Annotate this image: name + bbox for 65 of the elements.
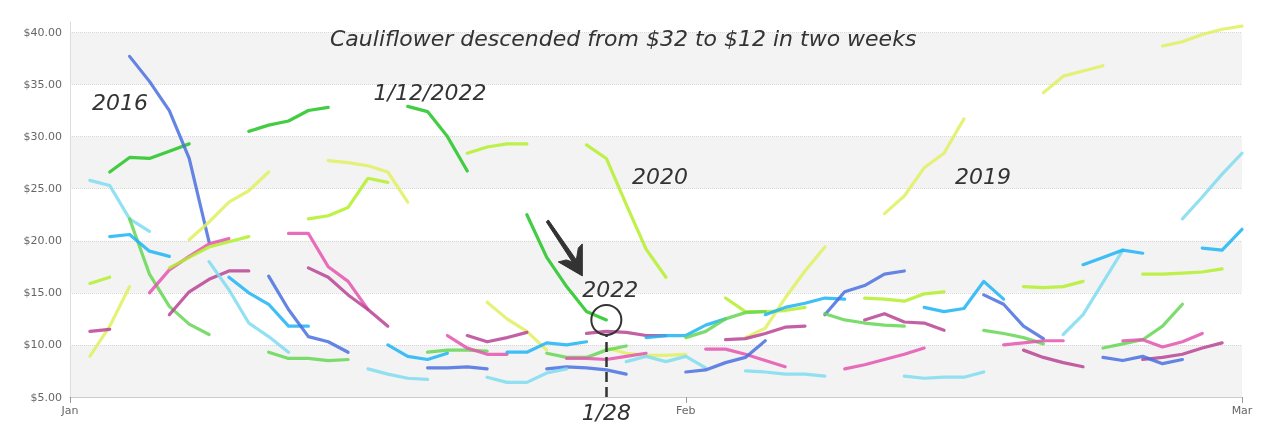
line-series [1160,24,1244,48]
line-series [862,312,946,332]
line-series [505,340,589,354]
line-series [187,170,271,242]
line-series [1061,248,1125,337]
x-tick-label: Feb [676,404,696,417]
line-series [823,269,906,317]
line-series [922,279,1006,314]
line-series [1121,331,1204,349]
y-tick-label: $10.00 [23,338,62,352]
annotation: 1/12/2022 [373,79,487,105]
line-series [485,300,549,352]
line-series [1101,354,1185,366]
line-series [108,232,171,258]
line-series [1041,64,1105,95]
y-tick-label: $30.00 [23,130,62,144]
line-series [88,178,152,233]
line-series [982,293,1045,341]
ref-line-label: 1/28 [581,399,632,425]
y-tick-label: $40.00 [23,25,62,39]
line-series [306,176,390,221]
annotation: 2019 [955,163,1011,189]
x-tick-label: Mar [1231,404,1253,417]
line-series [207,259,291,354]
line-series [743,245,827,340]
line-series [1180,151,1244,221]
line-series [704,347,787,369]
line-series [267,274,350,354]
line-series [684,339,767,374]
line-series [366,367,430,381]
line-series [167,269,251,317]
line-series [1021,348,1085,369]
annotation: 2020 [632,163,688,189]
x-tick-label: Jan [60,404,79,417]
line-series [247,105,330,133]
line-series [902,370,986,380]
y-tick-label: $5.00 [30,390,62,404]
annotation: 2016 [92,89,148,115]
line-series [843,346,926,371]
chart-title: Cauliflower descended from $32 to $12 in two weeks [330,25,917,51]
line-series [326,158,410,204]
line-series [823,312,906,328]
line-series [1141,341,1224,362]
line-series [545,365,628,376]
line-series [862,290,946,303]
line-series [167,234,251,270]
line-series [267,350,350,363]
line-series [723,324,807,342]
annotation: 2022 [582,277,639,303]
y-tick-label: $25.00 [23,182,62,196]
line-series [465,330,529,344]
y-tick-label: $35.00 [23,78,62,91]
line-series [306,266,390,328]
line-series [127,217,211,337]
line-series [108,142,191,174]
line-series [763,296,847,317]
line-series [227,275,310,328]
line-series [406,104,469,173]
line-series [485,367,569,385]
y-tick-label: $20.00 [23,234,62,248]
line-series [684,309,767,340]
line-series [1081,248,1145,267]
line-series [386,343,450,362]
line-series [565,351,648,362]
y-tick-label: $15.00 [23,286,62,300]
